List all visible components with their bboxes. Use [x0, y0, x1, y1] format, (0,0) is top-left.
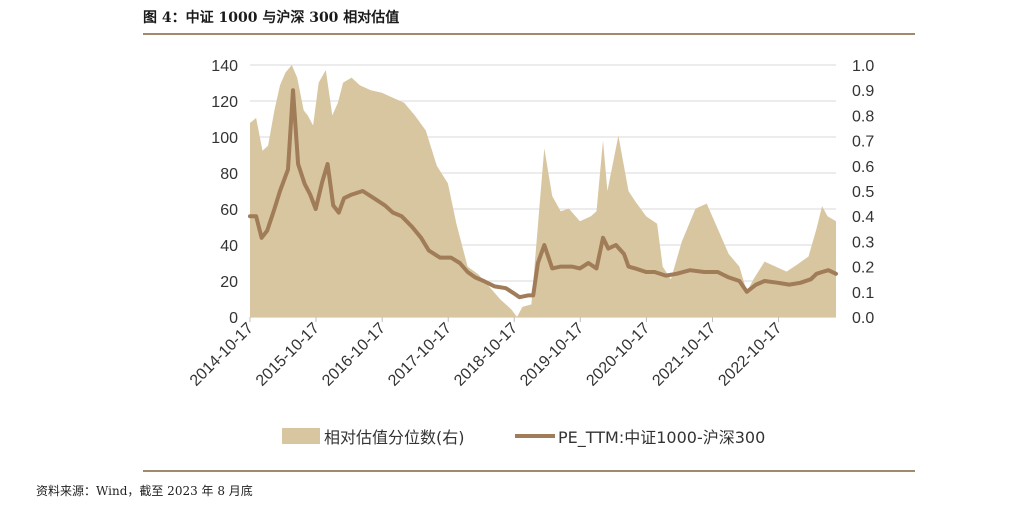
y-right-tick: 0.0 — [852, 310, 874, 327]
pe-line-layer — [248, 88, 838, 300]
y-left-tick-labels: 0 20 40 60 80 100 120 140 — [211, 58, 238, 327]
x-tick-label: 2017-10-17 — [385, 320, 455, 390]
pe-ttm-line — [248, 88, 838, 300]
figure-title: 图 4：中证 1000 与沪深 300 相对估值 — [143, 10, 400, 26]
x-tick-labels: 2014-10-172015-10-172016-10-172017-10-17… — [187, 317, 785, 390]
legend-label-line: PE_TTM:中证1000-沪深300 — [558, 428, 765, 448]
legend-swatch-area — [282, 428, 320, 444]
legend: 相对估值分位数(右) PE_TTM:中证1000-沪深300 — [282, 428, 765, 448]
legend-label-area: 相对估值分位数(右) — [324, 428, 465, 447]
y-left-tick: 0 — [229, 310, 238, 327]
percentile-area — [250, 65, 836, 317]
y-right-tick: 0.9 — [852, 83, 874, 100]
y-left-tick: 120 — [211, 94, 238, 111]
source-note: 资料来源：Wind，截至 2023 年 8 月底 — [36, 484, 253, 498]
y-left-tick: 100 — [211, 130, 238, 147]
y-left-tick: 20 — [220, 274, 238, 291]
y-right-tick: 0.4 — [852, 209, 874, 226]
y-right-tick: 0.5 — [852, 184, 874, 201]
x-tick-label: 2021-10-17 — [649, 320, 719, 390]
y-right-tick-labels: 0.0 0.1 0.2 0.3 0.4 0.5 0.6 0.7 0.8 0.9 1.0 — [852, 58, 874, 327]
y-right-tick: 0.1 — [852, 285, 874, 302]
x-tick-label: 2020-10-17 — [583, 320, 653, 390]
y-left-tick: 140 — [211, 58, 238, 75]
top-rule — [143, 33, 915, 35]
bottom-rule — [143, 470, 915, 472]
x-tick-label: 2015-10-17 — [253, 320, 323, 390]
x-tick-label: 2018-10-17 — [451, 320, 521, 390]
y-right-tick: 0.3 — [852, 234, 874, 251]
y-left-tick: 60 — [220, 202, 238, 219]
y-right-tick: 1.0 — [852, 58, 874, 75]
x-tick-label: 2022-10-17 — [715, 320, 785, 390]
y-right-tick: 0.8 — [852, 108, 874, 125]
y-right-tick: 0.6 — [852, 159, 874, 176]
y-left-tick: 40 — [220, 238, 238, 255]
x-tick-label: 2014-10-17 — [187, 320, 257, 390]
percentile-area-layer — [250, 65, 836, 317]
y-right-tick: 0.2 — [852, 260, 874, 277]
y-right-tick: 0.7 — [852, 134, 874, 151]
y-left-tick: 80 — [220, 166, 238, 183]
x-tick-label: 2019-10-17 — [517, 320, 587, 390]
x-tick-label: 2016-10-17 — [319, 320, 389, 390]
